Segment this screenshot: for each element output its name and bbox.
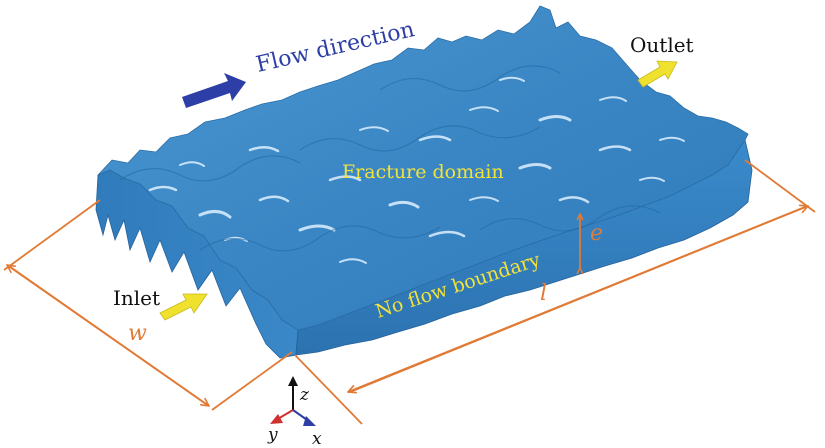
width-label: w <box>128 321 147 346</box>
surface-ridges <box>119 65 661 252</box>
axis-z-label: z <box>299 385 310 405</box>
axis-x-label: x <box>312 429 322 448</box>
inlet-arrow-icon <box>159 293 208 321</box>
axis-y-label: y <box>267 425 278 445</box>
aperture-dimension: e <box>580 214 603 268</box>
width-dimension <box>3 199 293 411</box>
length-label: l <box>540 281 547 306</box>
aperture-label: e <box>590 221 603 246</box>
fracture-top-surface <box>97 5 749 331</box>
inlet-indicator: Inlet <box>113 286 208 321</box>
flow-arrow-icon <box>182 73 246 108</box>
fracture-domain-label: Fracture domain <box>342 161 504 183</box>
inlet-label: Inlet <box>113 286 160 310</box>
outlet-label: Outlet <box>630 33 694 57</box>
fracture-body <box>95 5 753 359</box>
outlet-arrow-icon <box>637 60 678 88</box>
surface-highlights <box>148 76 685 264</box>
outlet-indicator: Outlet <box>630 33 694 88</box>
axis-triad: z y x <box>267 376 322 448</box>
length-dimension <box>294 159 816 425</box>
